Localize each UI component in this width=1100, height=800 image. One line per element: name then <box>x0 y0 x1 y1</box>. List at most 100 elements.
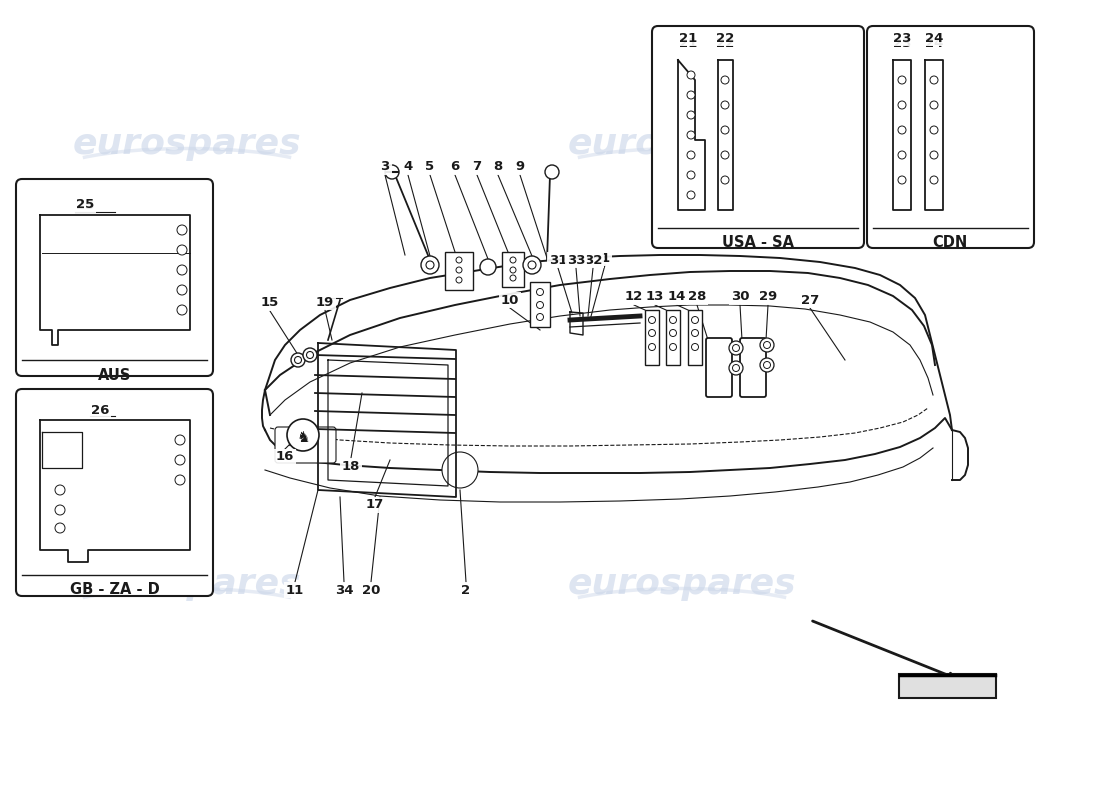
Text: 26: 26 <box>91 403 109 417</box>
Circle shape <box>930 76 938 84</box>
FancyBboxPatch shape <box>867 26 1034 248</box>
Text: USA - SA: USA - SA <box>722 235 794 250</box>
Circle shape <box>421 256 439 274</box>
Text: 27: 27 <box>801 294 820 306</box>
Circle shape <box>688 131 695 139</box>
Circle shape <box>177 225 187 235</box>
Circle shape <box>670 330 676 337</box>
Circle shape <box>510 275 516 281</box>
Circle shape <box>302 348 317 362</box>
Text: 24: 24 <box>925 37 943 50</box>
FancyBboxPatch shape <box>740 338 766 397</box>
Circle shape <box>720 126 729 134</box>
Circle shape <box>763 342 770 349</box>
Text: 7: 7 <box>472 161 482 174</box>
Circle shape <box>175 455 185 465</box>
Circle shape <box>930 176 938 184</box>
Text: 18: 18 <box>342 459 360 473</box>
Circle shape <box>426 261 434 269</box>
Circle shape <box>480 259 496 275</box>
Text: 3: 3 <box>381 161 389 174</box>
Circle shape <box>55 485 65 495</box>
Circle shape <box>510 257 516 263</box>
Text: 33: 33 <box>566 254 585 266</box>
Circle shape <box>760 338 774 352</box>
Text: 16: 16 <box>276 450 294 463</box>
Circle shape <box>456 267 462 273</box>
Text: 8: 8 <box>494 161 503 174</box>
Text: 4: 4 <box>404 161 412 174</box>
Text: eurospares: eurospares <box>73 567 301 601</box>
Text: 14: 14 <box>668 290 686 303</box>
Circle shape <box>688 171 695 179</box>
Circle shape <box>537 302 543 309</box>
Text: 29: 29 <box>759 290 777 303</box>
Text: 22: 22 <box>716 31 734 45</box>
Text: 19: 19 <box>316 295 334 309</box>
Text: 23: 23 <box>893 31 911 45</box>
Text: ♞: ♞ <box>296 430 310 445</box>
Text: 1: 1 <box>601 251 609 265</box>
Text: 5: 5 <box>426 161 434 174</box>
Text: 26: 26 <box>91 404 109 417</box>
Bar <box>645 310 659 365</box>
Text: 10: 10 <box>500 294 519 306</box>
Circle shape <box>456 277 462 283</box>
Text: 17: 17 <box>366 498 384 511</box>
Text: 11: 11 <box>286 583 304 597</box>
Bar <box>446 252 473 290</box>
Text: 31: 31 <box>549 254 568 266</box>
Circle shape <box>733 345 739 351</box>
Text: 20: 20 <box>362 583 381 597</box>
Circle shape <box>537 314 543 321</box>
Text: 25: 25 <box>76 199 95 212</box>
Circle shape <box>688 151 695 159</box>
Text: 9: 9 <box>516 161 525 174</box>
Circle shape <box>688 191 695 199</box>
Circle shape <box>692 343 698 350</box>
Circle shape <box>177 285 187 295</box>
Text: 13: 13 <box>646 290 664 303</box>
Circle shape <box>930 151 938 159</box>
Text: 12: 12 <box>625 290 644 303</box>
Circle shape <box>55 523 65 533</box>
Circle shape <box>898 176 906 184</box>
Circle shape <box>733 365 739 371</box>
Text: 25: 25 <box>76 198 95 211</box>
Text: CDN: CDN <box>933 235 968 250</box>
Circle shape <box>175 435 185 445</box>
Circle shape <box>177 305 187 315</box>
FancyBboxPatch shape <box>652 26 864 248</box>
Circle shape <box>510 267 516 273</box>
Text: 21: 21 <box>679 37 697 50</box>
Text: 28: 28 <box>688 290 706 303</box>
Bar <box>502 252 524 287</box>
Circle shape <box>649 330 656 337</box>
Text: 23: 23 <box>893 37 911 50</box>
Text: 34: 34 <box>334 583 353 597</box>
Circle shape <box>307 351 314 358</box>
Text: eurospares: eurospares <box>568 567 796 601</box>
Circle shape <box>720 76 729 84</box>
Circle shape <box>175 475 185 485</box>
Circle shape <box>692 317 698 323</box>
Text: eurospares: eurospares <box>568 127 796 161</box>
Circle shape <box>729 361 743 375</box>
Text: GB - ZA - D: GB - ZA - D <box>70 582 160 597</box>
Text: 22: 22 <box>716 37 734 50</box>
Circle shape <box>649 317 656 323</box>
Circle shape <box>649 343 656 350</box>
Text: 2: 2 <box>461 583 471 597</box>
Circle shape <box>287 419 319 451</box>
Circle shape <box>729 341 743 355</box>
Circle shape <box>898 101 906 109</box>
FancyBboxPatch shape <box>16 179 213 376</box>
Circle shape <box>177 245 187 255</box>
Circle shape <box>55 505 65 515</box>
Text: 15: 15 <box>261 297 279 310</box>
Circle shape <box>898 151 906 159</box>
FancyBboxPatch shape <box>706 338 732 397</box>
Circle shape <box>385 165 399 179</box>
Text: 21: 21 <box>679 31 697 45</box>
Circle shape <box>692 330 698 337</box>
